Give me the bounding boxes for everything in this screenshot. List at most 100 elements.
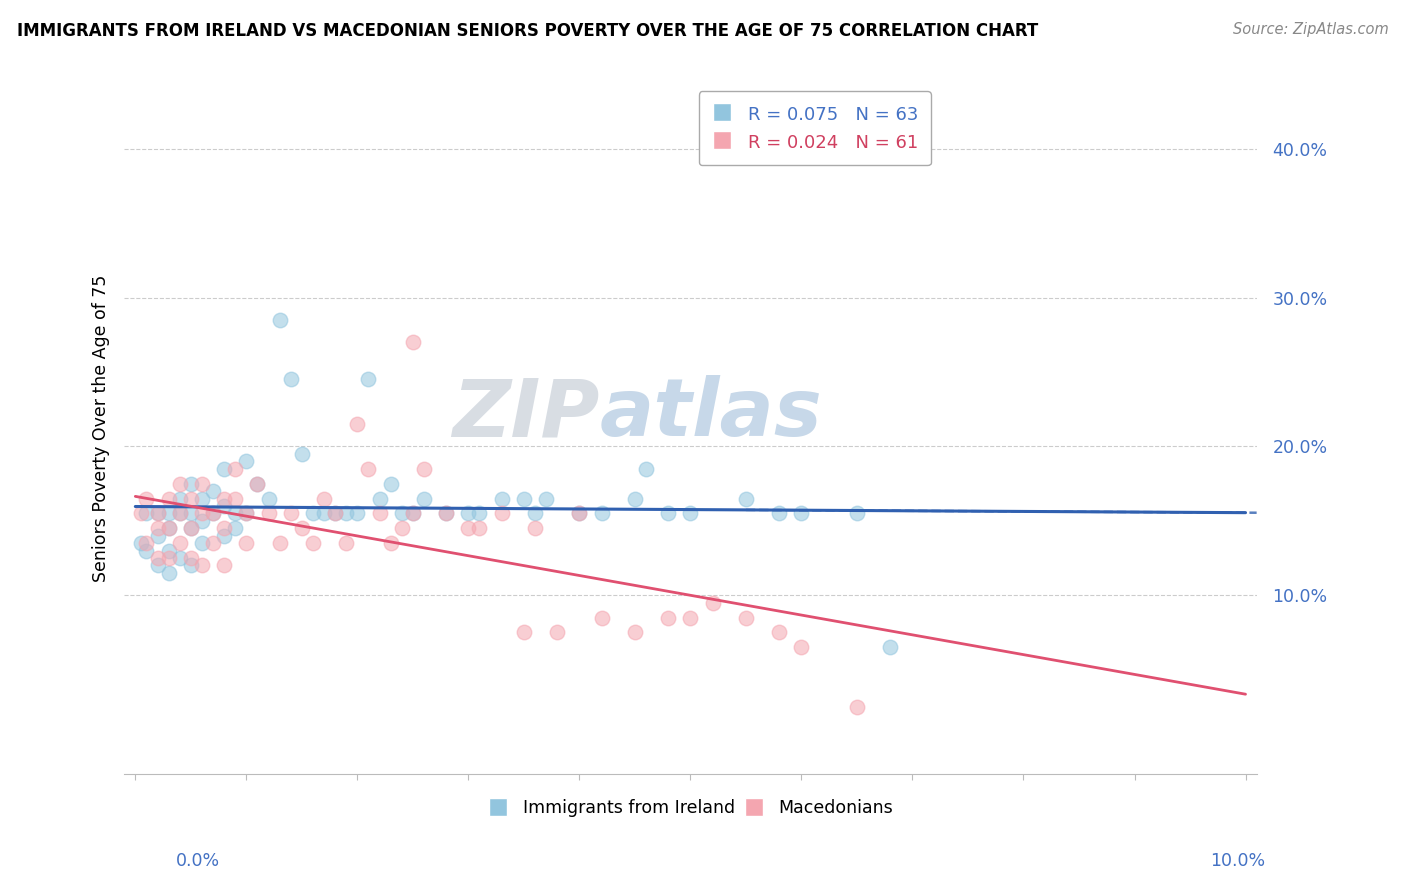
Point [191, 514, 214, 528]
Point [212, 462, 235, 476]
Point [323, 507, 346, 521]
Point [312, 491, 335, 506]
Point [224, 507, 246, 521]
Point [191, 536, 214, 550]
Point [434, 507, 457, 521]
Point [335, 536, 357, 550]
Point [291, 521, 314, 535]
Point [402, 507, 425, 521]
Point [224, 462, 246, 476]
Text: atlas: atlas [600, 375, 823, 453]
Point [157, 551, 180, 566]
Point [235, 454, 257, 468]
Point [146, 521, 169, 535]
Point [568, 507, 591, 521]
Point [212, 529, 235, 543]
Point [157, 543, 180, 558]
Point [212, 521, 235, 535]
Point [180, 551, 202, 566]
Point [157, 566, 180, 580]
Point [434, 507, 457, 521]
Point [368, 507, 391, 521]
Point [257, 507, 280, 521]
Point [135, 543, 157, 558]
Point [169, 507, 191, 521]
Point [357, 462, 380, 476]
Point [180, 521, 202, 535]
Point [457, 521, 479, 535]
Point [135, 491, 157, 506]
Point [146, 551, 169, 566]
Point [212, 499, 235, 513]
Point [224, 521, 246, 535]
Point [491, 491, 513, 506]
Point [302, 507, 325, 521]
Point [679, 610, 702, 624]
Point [346, 507, 368, 521]
Point [768, 625, 790, 640]
Text: IMMIGRANTS FROM IRELAND VS MACEDONIAN SENIORS POVERTY OVER THE AGE OF 75 CORRELA: IMMIGRANTS FROM IRELAND VS MACEDONIAN SE… [17, 22, 1038, 40]
Point [546, 625, 568, 640]
Point [280, 372, 302, 386]
Point [402, 335, 425, 350]
Point [235, 507, 257, 521]
Point [246, 476, 269, 491]
Point [180, 491, 202, 506]
Point [368, 491, 391, 506]
Point [169, 491, 191, 506]
Point [212, 491, 235, 506]
Point [790, 640, 813, 655]
Point [169, 551, 191, 566]
Point [524, 507, 547, 521]
Point [468, 507, 491, 521]
Point [191, 558, 214, 573]
Point [191, 491, 214, 506]
Text: 0.0%: 0.0% [176, 852, 219, 870]
Point [312, 507, 335, 521]
Text: Source: ZipAtlas.com: Source: ZipAtlas.com [1233, 22, 1389, 37]
Point [169, 476, 191, 491]
Point [157, 507, 180, 521]
Point [768, 507, 790, 521]
Point [624, 625, 647, 640]
Point [269, 536, 291, 550]
Point [191, 507, 214, 521]
Point [323, 507, 346, 521]
Point [879, 640, 901, 655]
Point [457, 507, 479, 521]
Point [634, 462, 657, 476]
Point [380, 476, 402, 491]
Point [146, 558, 169, 573]
Point [846, 699, 869, 714]
Point [468, 521, 491, 535]
Point [212, 558, 235, 573]
Point [790, 507, 813, 521]
Point [157, 521, 180, 535]
Point [202, 536, 225, 550]
Point [180, 521, 202, 535]
Point [679, 507, 702, 521]
Point [591, 507, 613, 521]
Legend: Immigrants from Ireland, Macedonians: Immigrants from Ireland, Macedonians [481, 792, 900, 824]
Point [191, 476, 214, 491]
Point [235, 507, 257, 521]
Point [246, 476, 269, 491]
Point [624, 491, 647, 506]
Point [591, 610, 613, 624]
Point [513, 625, 536, 640]
Point [202, 507, 225, 521]
Y-axis label: Seniors Poverty Over the Age of 75: Seniors Poverty Over the Age of 75 [93, 274, 110, 582]
Point [202, 484, 225, 499]
Point [129, 507, 152, 521]
Point [169, 507, 191, 521]
Point [146, 529, 169, 543]
Point [657, 507, 679, 521]
Text: 10.0%: 10.0% [1211, 852, 1265, 870]
Point [357, 372, 380, 386]
Point [846, 507, 869, 521]
Point [224, 491, 246, 506]
Point [513, 491, 536, 506]
Point [180, 558, 202, 573]
Point [702, 596, 724, 610]
Point [391, 521, 413, 535]
